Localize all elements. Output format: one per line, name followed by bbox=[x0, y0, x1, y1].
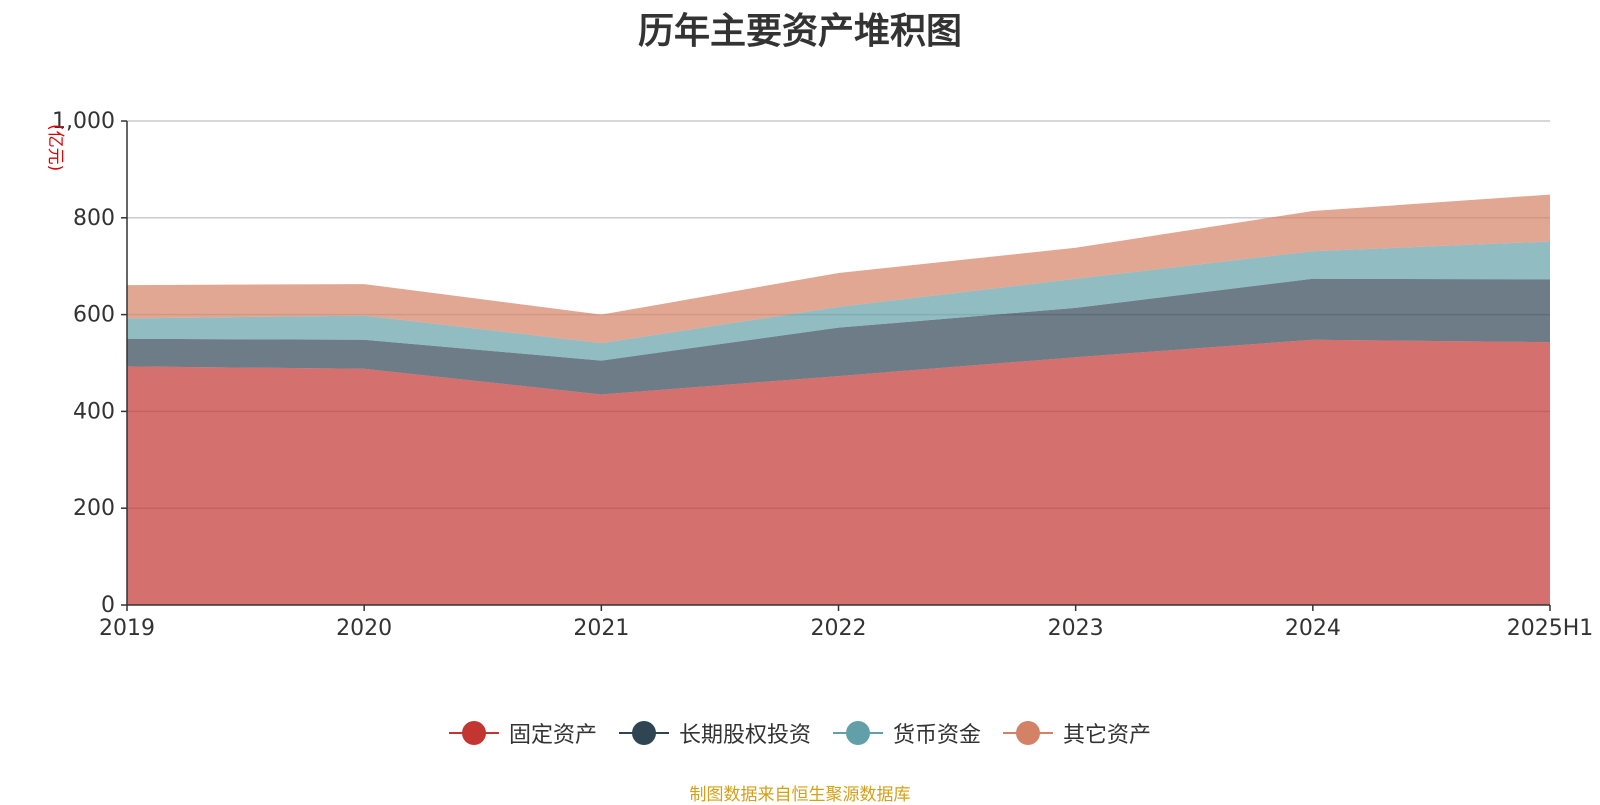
x-tick-label-0: 2019 bbox=[99, 616, 155, 641]
area-series-1 bbox=[127, 278, 1550, 395]
axes: 0 200 400 600 800 1,000 2019 2020 2021 2022 2023 20… bbox=[52, 109, 1593, 641]
legend-marker-icon bbox=[618, 720, 669, 746]
legend-marker-icon bbox=[833, 720, 883, 746]
legend-item-2[interactable]: 货币资金 bbox=[833, 717, 981, 749]
legend: 固定资产 长期股权投资 货币资金 其它资产 bbox=[0, 717, 1600, 749]
legend-label: 货币资金 bbox=[893, 723, 982, 748]
legend-label: 固定资产 bbox=[508, 723, 597, 748]
area-series-0 bbox=[127, 339, 1550, 605]
chart-title: 历年主要资产堆积图 bbox=[637, 11, 962, 52]
x-tick-label-3: 2022 bbox=[811, 616, 867, 641]
y-tick-label-2: 400 bbox=[73, 399, 115, 424]
area-series-2 bbox=[127, 241, 1550, 361]
y-tick-label-1: 200 bbox=[73, 496, 115, 521]
x-tick-label-1: 2020 bbox=[336, 616, 392, 641]
x-tick-label-5: 2024 bbox=[1285, 616, 1341, 641]
y-tick-label-3: 600 bbox=[73, 303, 115, 328]
y-tick-label-5: 1,000 bbox=[52, 109, 115, 134]
x-tick-label-2: 2021 bbox=[573, 616, 629, 641]
legend-item-1[interactable]: 长期股权投资 bbox=[618, 717, 811, 749]
legend-marker-icon bbox=[448, 720, 499, 746]
legend-label: 长期股权投资 bbox=[678, 723, 811, 748]
x-tick-label-4: 2023 bbox=[1048, 616, 1104, 641]
data-source-note: 制图数据来自恒生聚源数据库 bbox=[689, 785, 911, 805]
area-series bbox=[127, 194, 1550, 605]
legend-label: 其它资产 bbox=[1063, 723, 1152, 748]
y-tick-label-4: 800 bbox=[73, 206, 115, 231]
area-series-3 bbox=[127, 194, 1550, 344]
legend-item-3[interactable]: 其它资产 bbox=[1003, 717, 1151, 749]
legend-item-0[interactable]: 固定资产 bbox=[448, 717, 597, 749]
y-axis-unit-label: (亿元) bbox=[45, 124, 65, 172]
x-tick-label-6: 2025H1 bbox=[1507, 616, 1594, 641]
legend-marker-icon bbox=[1003, 720, 1054, 746]
y-tick-label-0: 0 bbox=[101, 593, 115, 618]
